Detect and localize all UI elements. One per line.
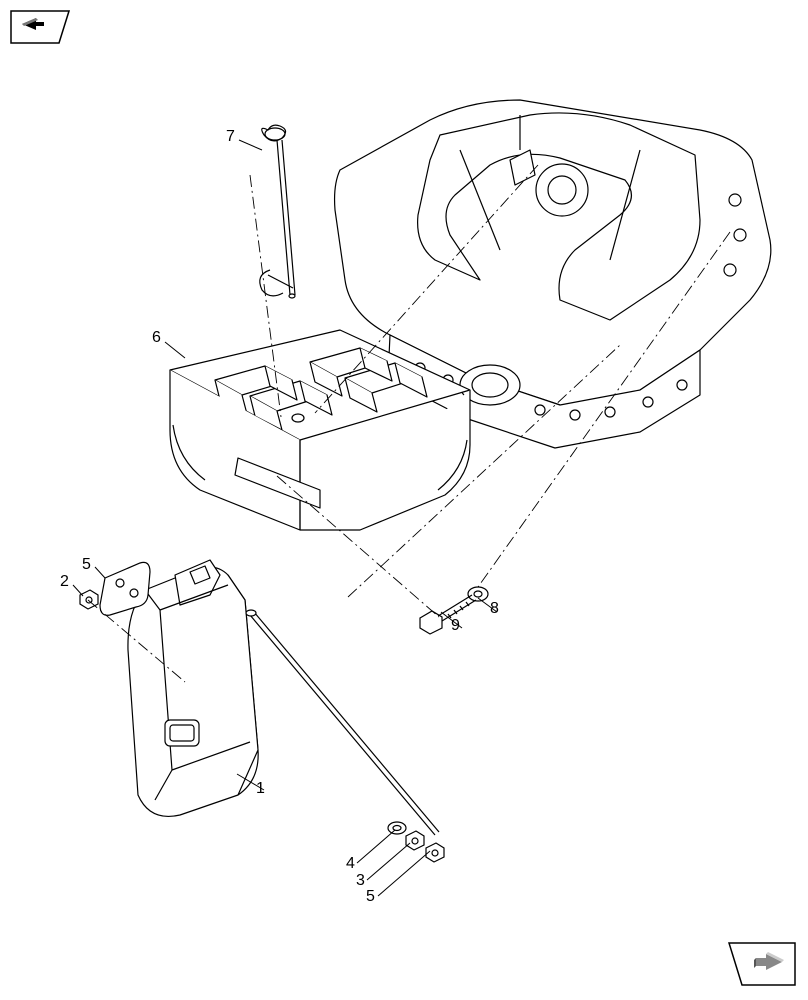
- diagram-svg: [0, 0, 808, 1000]
- callout-4: 4: [346, 855, 355, 873]
- callout-5b: 5: [366, 888, 375, 906]
- callout-9: 9: [451, 617, 460, 635]
- callout-8: 8: [490, 600, 499, 618]
- callout-2: 2: [60, 573, 69, 591]
- callout-7: 7: [226, 128, 235, 146]
- part-locking-pin: [260, 125, 295, 298]
- callout-3: 3: [356, 872, 365, 890]
- callout-5a: 5: [82, 556, 91, 574]
- callout-1: 1: [256, 780, 265, 798]
- part-tie-rod-assy: [246, 610, 444, 862]
- callout-6: 6: [152, 329, 161, 347]
- parts-diagram-page: 1 2 3 4 5 5 6 7 8 9: [0, 0, 808, 1000]
